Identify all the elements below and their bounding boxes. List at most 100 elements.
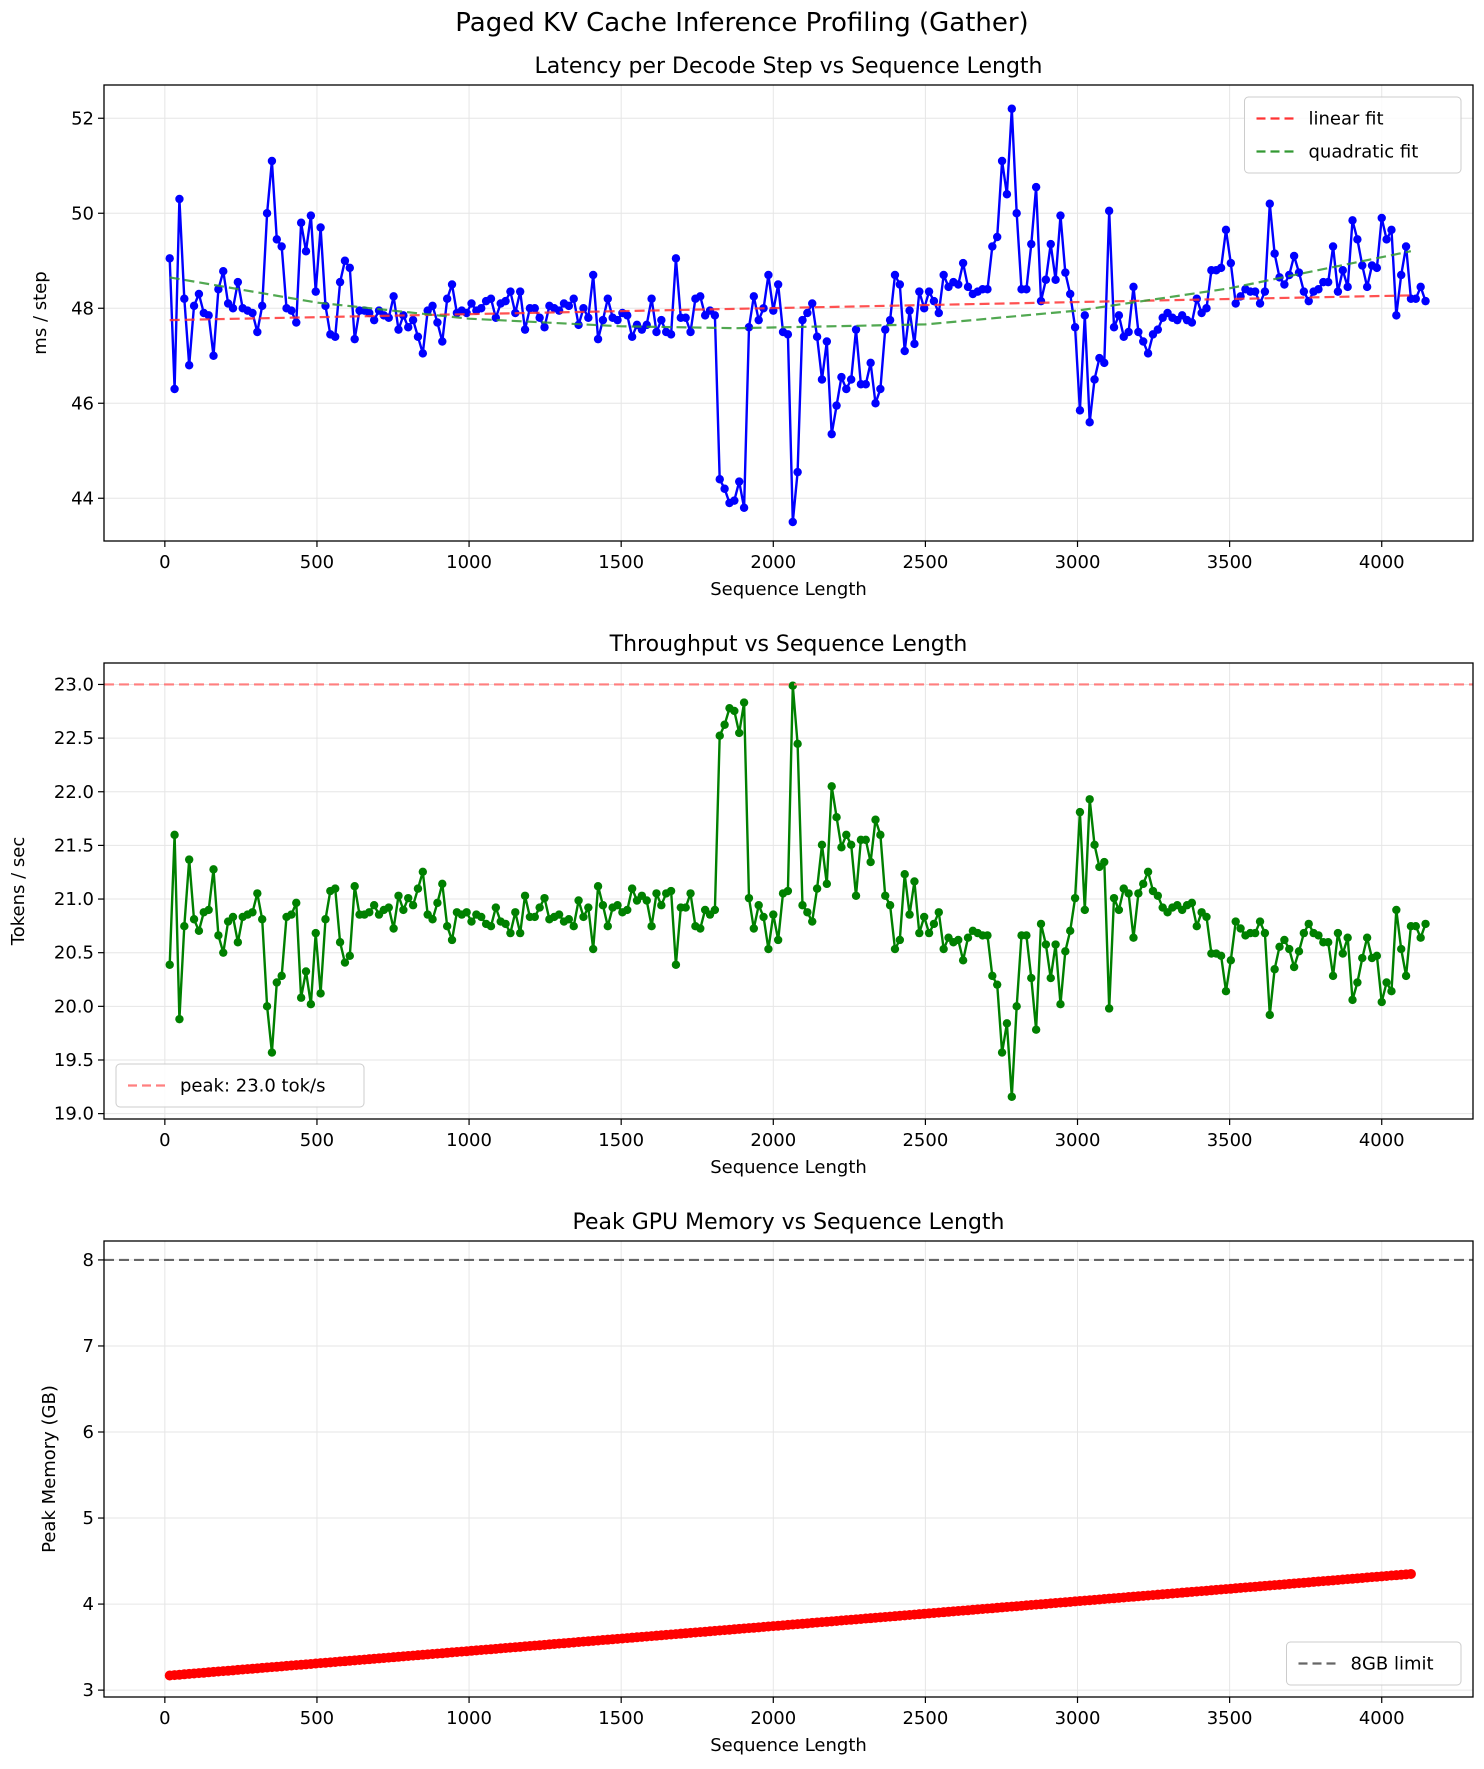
- data-point: [1114, 311, 1124, 320]
- data-point: [248, 308, 257, 318]
- data-point: [885, 315, 895, 325]
- data-point: [1314, 285, 1323, 294]
- data-point: [292, 318, 301, 327]
- data-point: [958, 258, 968, 268]
- data-point: [447, 280, 457, 289]
- data-point: [1328, 971, 1338, 981]
- x-tick-label: 500: [300, 552, 334, 573]
- data-point: [1080, 311, 1090, 320]
- legend-label: linear fit: [1309, 109, 1384, 130]
- data-point: [735, 728, 744, 738]
- y-tick-label: 21.5: [54, 835, 94, 856]
- data-point: [277, 242, 286, 251]
- data-point: [467, 299, 476, 308]
- data-point: [915, 928, 924, 938]
- data-point: [564, 915, 574, 924]
- x-tick-label: 3000: [1055, 1708, 1101, 1729]
- x-tick-label: 3000: [1055, 1130, 1101, 1151]
- figure-title: Paged KV Cache Inference Profiling (Gath…: [455, 8, 1029, 38]
- data-point: [262, 209, 272, 218]
- data-point: [1392, 905, 1401, 915]
- data-point: [817, 840, 827, 850]
- y-tick-label: 22.0: [54, 782, 94, 803]
- data-point: [861, 380, 870, 389]
- data-point: [418, 867, 428, 876]
- data-point: [404, 893, 413, 903]
- data-point: [165, 960, 174, 969]
- data-point: [1362, 282, 1372, 292]
- data-point: [666, 330, 676, 339]
- data-point: [832, 813, 841, 822]
- data-point: [861, 835, 870, 845]
- chart-title: Peak GPU Memory vs Sequence Length: [573, 1210, 1005, 1235]
- data-point: [1226, 258, 1236, 268]
- plot-frame: [103, 662, 1474, 1120]
- data-point: [433, 898, 442, 908]
- data-point: [554, 306, 564, 315]
- data-point: [1299, 287, 1309, 296]
- data-point: [219, 948, 228, 957]
- data-point: [627, 332, 637, 341]
- data-point: [1397, 270, 1406, 280]
- data-point: [389, 292, 398, 301]
- data-point: [350, 334, 359, 344]
- data-point: [988, 971, 997, 981]
- y-tick-label: 44: [71, 488, 94, 509]
- data-point: [593, 334, 603, 344]
- data-point: [681, 903, 690, 912]
- data-point: [180, 294, 189, 303]
- x-tick-label: 0: [159, 1708, 170, 1729]
- y-axis-label: Tokens / sec: [8, 837, 29, 946]
- data-point: [253, 327, 262, 337]
- data-point: [603, 922, 612, 931]
- data-point: [345, 951, 355, 961]
- data-point: [296, 993, 306, 1002]
- data-point: [1343, 282, 1352, 292]
- data-point: [1280, 935, 1289, 945]
- data-point: [730, 496, 739, 505]
- data-point: [511, 908, 520, 917]
- data-point: [905, 910, 914, 919]
- data-point: [306, 211, 316, 220]
- data-point: [530, 304, 539, 313]
- x-tick-label: 1000: [446, 552, 492, 573]
- data-point: [267, 156, 277, 166]
- data-point: [992, 232, 1002, 242]
- data-point: [316, 989, 325, 998]
- data-point: [1231, 299, 1240, 308]
- data-point: [165, 254, 174, 263]
- data-point: [1382, 235, 1391, 244]
- data-point: [569, 294, 578, 303]
- data-point: [1031, 182, 1041, 192]
- data-point: [462, 308, 471, 318]
- data-point: [910, 339, 919, 349]
- y-tick-label: 21.0: [54, 889, 94, 910]
- data-point: [613, 315, 622, 325]
- data-point: [749, 292, 759, 301]
- data-point: [486, 294, 496, 303]
- x-tick-label: 2500: [902, 1708, 948, 1729]
- data-point: [1192, 922, 1201, 931]
- data-point: [739, 698, 749, 707]
- data-point: [335, 938, 345, 947]
- data-point: [1275, 942, 1284, 951]
- data-point: [905, 306, 914, 315]
- data-point: [248, 908, 257, 917]
- data-point: [1270, 965, 1279, 974]
- data-point: [1338, 266, 1347, 275]
- data-point: [1387, 987, 1396, 996]
- data-point: [1187, 318, 1197, 327]
- data-point: [739, 503, 749, 512]
- data-point: [603, 294, 612, 303]
- data-point: [876, 830, 885, 840]
- y-tick-label: 20.5: [54, 943, 94, 964]
- data-point: [1080, 905, 1090, 915]
- data-point: [1187, 898, 1197, 908]
- data-point: [292, 898, 301, 908]
- data-point: [1362, 933, 1372, 942]
- data-point: [413, 332, 423, 341]
- data-point: [535, 903, 544, 912]
- data-point: [515, 928, 525, 938]
- legend: linear fit quadratic fit: [1244, 96, 1462, 174]
- data-point: [442, 922, 452, 931]
